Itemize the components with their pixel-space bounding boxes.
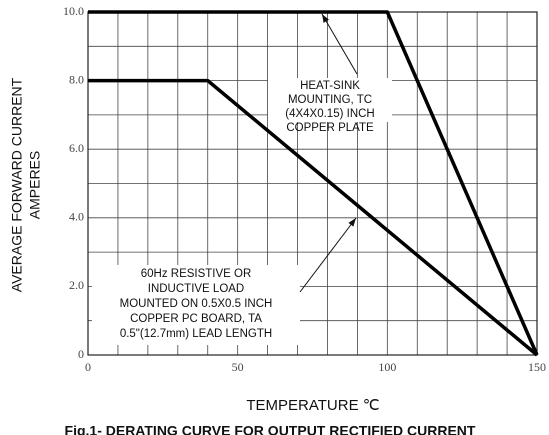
annotation-text: HEAT-SINK (300, 80, 360, 92)
x-axis-label: TEMPERATURE ℃ (246, 397, 379, 414)
x-tick-label: 0 (85, 360, 91, 374)
y-axis-label: AVERAGE FORWARD CURRENT (9, 77, 25, 292)
annotation-text: MOUNTED ON 0.5X0.5 INCH (120, 298, 273, 310)
annotation-text: INDUCTIVE LOAD (148, 283, 245, 295)
y-tick-label: 0 (78, 347, 84, 361)
annotation-box (268, 78, 392, 122)
arrow-head (348, 218, 356, 227)
y-tick-label: 8.0 (69, 72, 84, 86)
lines (88, 10, 539, 357)
x-tick-label: 100 (378, 360, 396, 374)
x-tick-label: 50 (232, 360, 244, 374)
annotation-arrow (321, 13, 358, 75)
annotation-text: (4X4X0.15) INCH (285, 108, 374, 120)
y-tick-label: 4.0 (69, 210, 84, 224)
x-tick-label: 150 (528, 360, 546, 374)
annotation-text: COPPER PLATE (286, 122, 374, 134)
data-line (88, 10, 539, 356)
y-tick-label: 2.0 (69, 278, 84, 292)
y-axis-label: AMPERES (27, 151, 43, 219)
annotation-text: COPPER PC BOARD, TA (130, 313, 262, 325)
annotation-text: MOUNTING, TC (288, 94, 372, 106)
annotation-arrow (299, 217, 357, 293)
annotation-box (92, 265, 300, 345)
data-line (88, 78, 539, 357)
arrow-head (322, 14, 329, 23)
y-tick-label: 6.0 (69, 141, 84, 155)
y-tick-label: 10.0 (63, 4, 84, 18)
annotations: HEAT-SINK MOUNTING, TC (4X4X0.15) INCH COPP… (92, 13, 392, 345)
caption: Fig.1- DERATING CURVE FOR OUTPUT RECTIFI… (65, 423, 476, 435)
annotation-text: 0.5"(12.7mm) LEAD LENGTH (120, 328, 272, 340)
annotation-text: 60Hz RESISTIVE OR (141, 268, 252, 280)
